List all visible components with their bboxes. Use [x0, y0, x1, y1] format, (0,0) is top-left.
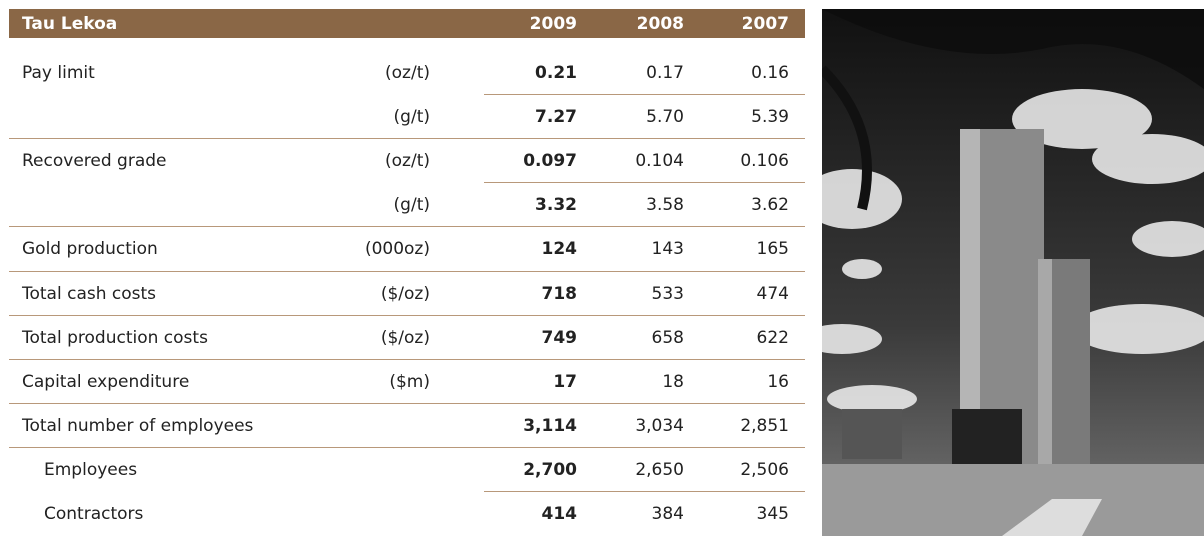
cell-value: 0.106 — [740, 151, 789, 172]
row-label: Total production costs — [22, 327, 208, 348]
unit: (g/t) — [393, 195, 430, 216]
row-separator — [9, 314, 805, 316]
row-separator — [9, 138, 805, 140]
cell-value: 3.58 — [646, 195, 684, 216]
column-header: 2008 — [636, 14, 684, 34]
table-title: Tau Lekoa — [22, 14, 118, 34]
cell-value: 384 — [651, 504, 684, 524]
cell-value: 5.39 — [751, 107, 789, 128]
photo — [822, 9, 1204, 536]
unit: ($/oz) — [380, 283, 430, 304]
cell-value: 0.21 — [535, 63, 577, 83]
row-label: Pay limit — [22, 63, 95, 83]
cell-value: 2,700 — [523, 459, 577, 480]
cell-value: 2,506 — [740, 459, 789, 480]
unit: (g/t) — [393, 107, 430, 128]
row-label: Employees — [44, 459, 138, 480]
cell-value: 3.62 — [751, 195, 789, 216]
header-bar — [9, 9, 805, 38]
unit: (oz/t) — [385, 151, 430, 172]
unit: (oz/t) — [385, 63, 430, 83]
cell-value: 3,034 — [635, 415, 684, 436]
row-label: Capital expenditure — [22, 371, 190, 392]
cell-value: 474 — [756, 283, 789, 304]
unit: (000oz) — [364, 239, 430, 260]
cell-value: 124 — [541, 239, 578, 260]
cell-value: 533 — [651, 283, 684, 304]
row-label: Recovered grade — [22, 151, 167, 172]
cell-value: 2,650 — [635, 459, 684, 480]
cell-value: 414 — [541, 504, 578, 524]
cell-value: 0.17 — [646, 63, 684, 83]
cell-value: 5.70 — [646, 107, 684, 128]
row-separator — [9, 446, 805, 448]
cell-value: 165 — [756, 239, 789, 260]
row-separator — [9, 270, 805, 272]
cell-value: 2,851 — [740, 415, 789, 436]
row-separator — [484, 491, 805, 492]
column-header: 2009 — [529, 14, 577, 34]
unit: ($m) — [389, 371, 430, 392]
row-separator — [484, 182, 805, 184]
cell-value: 0.16 — [751, 63, 789, 83]
row-separator — [9, 358, 805, 360]
row-label: Gold production — [22, 239, 158, 260]
row-separator — [484, 94, 805, 96]
cell-value: 718 — [541, 283, 578, 304]
cell-value: 3.32 — [535, 195, 577, 216]
cell-value: 18 — [662, 371, 684, 392]
cell-value: 16 — [767, 371, 789, 392]
row-label: Total number of employees — [22, 415, 254, 436]
row-separator — [9, 226, 805, 228]
column-header: 2007 — [741, 14, 789, 34]
cell-value: 658 — [651, 327, 684, 348]
cell-value: 0.104 — [635, 151, 684, 172]
cell-value: 0.097 — [523, 151, 577, 172]
row-separator — [9, 402, 805, 404]
cell-value: 7.27 — [535, 107, 577, 128]
row-label: Contractors — [44, 504, 144, 524]
cell-value: 3,114 — [523, 415, 577, 436]
cell-value: 345 — [756, 504, 789, 524]
cell-value: 17 — [553, 371, 577, 392]
cell-value: 622 — [756, 327, 789, 348]
row-label: Total cash costs — [22, 283, 157, 304]
cell-value: 143 — [651, 239, 684, 260]
unit: ($/oz) — [380, 327, 430, 348]
cell-value: 749 — [541, 327, 578, 348]
